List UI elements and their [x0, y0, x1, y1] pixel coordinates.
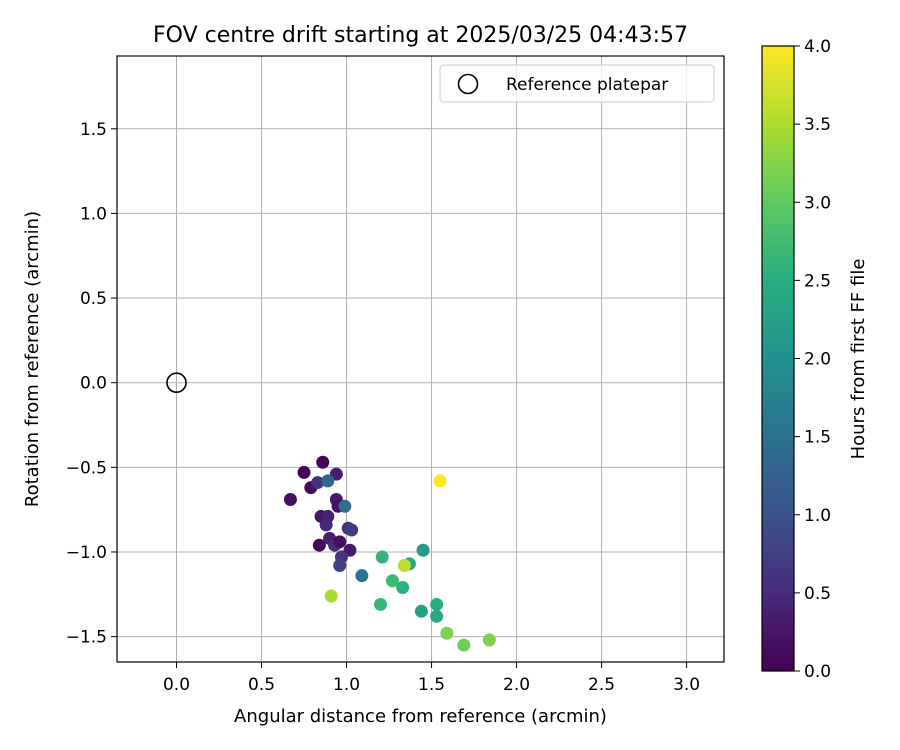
plot-frame	[116, 55, 725, 663]
y-tick-label: 0.5	[80, 289, 107, 309]
y-axis-label: Rotation from reference (arcmin)	[22, 211, 43, 507]
scatter-point	[430, 597, 444, 611]
x-tick-label: 3.0	[673, 675, 700, 695]
legend-box	[439, 64, 715, 103]
x-tick-label: 1.0	[333, 675, 360, 695]
x-axis-label: Angular distance from reference (arcmin)	[234, 706, 607, 727]
colorbar-tick-label: 1.5	[804, 428, 831, 448]
colorbar: 0.0 0.5 1.0 1.5 2.0 2.5 3.0 3.5 4.0 Hours from f…	[761, 37, 869, 682]
colorbar-tick-label: 4.0	[804, 37, 831, 57]
scatter-point	[312, 538, 326, 552]
y-tick-label: −0.5	[66, 458, 107, 478]
colorbar-tick-label: 2.5	[804, 271, 831, 291]
chart-title: FOV centre drift starting at 2025/03/25 …	[153, 23, 688, 48]
scatter-point	[385, 574, 399, 588]
scatter-point	[457, 638, 471, 652]
colorbar-tick-label: 2.0	[804, 350, 831, 370]
colorbar-gradient	[761, 45, 795, 672]
scatter-point	[319, 518, 333, 532]
colorbar-label: Hours from first FF file	[848, 259, 869, 460]
y-tick-label: −1.5	[66, 628, 107, 648]
y-tick-label: 1.5	[80, 120, 107, 140]
legend-marker-circle-icon	[457, 73, 479, 95]
x-tick-label: 1.5	[418, 675, 445, 695]
colorbar-tick-label: 0.5	[804, 584, 831, 604]
x-tick-label: 0.0	[163, 675, 190, 695]
scatter-point	[321, 474, 335, 488]
scatter-point	[375, 550, 389, 564]
x-tick-label: 2.5	[588, 675, 615, 695]
colorbar-tick-label: 1.0	[804, 506, 831, 526]
colorbar-tick-label: 3.5	[804, 115, 831, 135]
y-tick-label: 1.0	[80, 204, 107, 224]
scatter-point	[433, 474, 447, 488]
x-axis-ticks: 0.0 0.5 1.0 1.5 2.0 2.5 3.0	[163, 662, 700, 695]
colorbar-tick-label: 0.0	[804, 662, 831, 682]
scatter-point	[316, 455, 330, 469]
scatter-point	[482, 633, 496, 647]
colorbar-ticks: 0.0 0.5 1.0 1.5 2.0 2.5 3.0 3.5 4.0	[794, 37, 831, 682]
grid-lines	[117, 56, 724, 662]
scatter-point	[345, 523, 359, 537]
scatter-point	[374, 597, 388, 611]
scatter-point	[414, 604, 428, 618]
scatter-point	[440, 626, 454, 640]
scatter-point	[355, 569, 369, 583]
scatter-point	[333, 535, 347, 549]
scatter-point	[430, 609, 444, 623]
y-axis-ticks: −1.5 −1.0 −0.5 0.0 0.5 1.0 1.5	[66, 120, 117, 648]
scatter-point	[311, 476, 325, 490]
y-tick-label: −1.0	[66, 543, 107, 563]
scatter-point	[416, 543, 430, 557]
legend: Reference platepar	[439, 64, 715, 103]
scatter-point	[338, 499, 352, 513]
scatter-point	[333, 559, 347, 573]
scatter-point	[297, 465, 311, 479]
scatter-point	[324, 589, 338, 603]
data-points	[283, 455, 496, 652]
y-tick-label: 0.0	[80, 374, 107, 394]
colorbar-tick-label: 3.0	[804, 193, 831, 213]
scatter-point	[397, 559, 411, 573]
x-tick-label: 0.5	[248, 675, 275, 695]
x-tick-label: 2.0	[503, 675, 530, 695]
scatter-point	[283, 492, 297, 506]
reference-platepar-marker	[166, 372, 187, 393]
reference-marker-group	[166, 372, 187, 393]
scatter-point	[396, 581, 410, 595]
legend-entry-label: Reference platepar	[506, 75, 668, 95]
